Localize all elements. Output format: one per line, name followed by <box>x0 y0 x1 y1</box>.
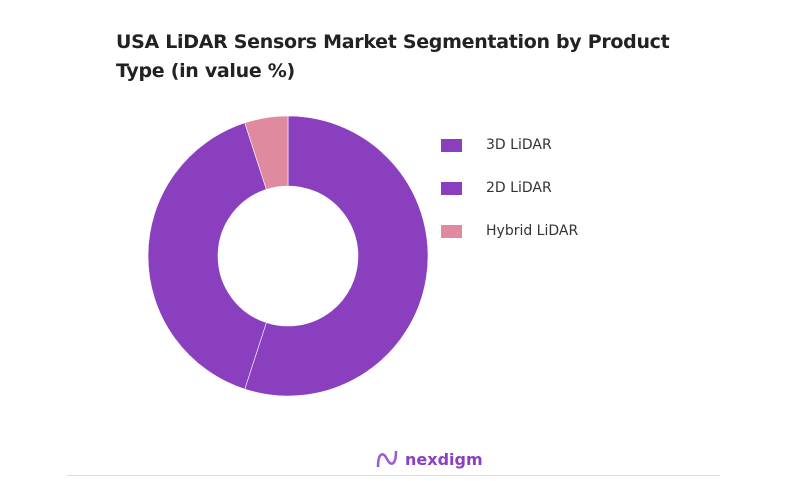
legend-item: Hybrid LiDAR <box>441 223 578 239</box>
legend-label: 2D LiDAR <box>486 180 552 196</box>
legend-label: 3D LiDAR <box>486 137 552 153</box>
slice-3d-lidar <box>244 115 429 397</box>
legend-swatch <box>441 224 462 238</box>
slice-hybrid-lidar <box>244 115 289 190</box>
legend-swatch <box>441 181 462 195</box>
legend-item: 2D LiDAR <box>441 180 552 196</box>
legend-label: Hybrid LiDAR <box>486 223 579 239</box>
slice-2d-lidar <box>147 122 267 390</box>
brand-name: nexdigm <box>405 449 483 469</box>
nexdigm-logo-icon <box>376 450 398 468</box>
legend-swatch <box>441 138 462 152</box>
brand-logo: nexdigm <box>375 448 483 470</box>
legend-item: 3D LiDAR <box>441 137 552 153</box>
divider <box>67 475 720 476</box>
chart-title: USA LiDAR Sensors Market Segmentation by… <box>116 31 670 82</box>
